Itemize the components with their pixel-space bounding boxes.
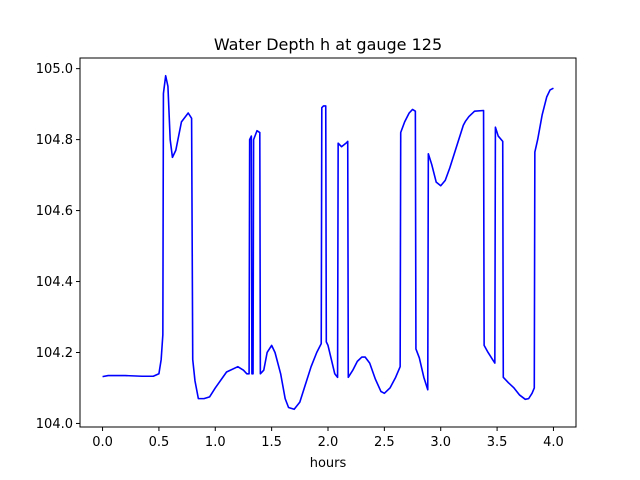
y-axis: 104.0 104.2 104.4 104.6 104.8 105.0 xyxy=(36,62,80,432)
x-tick-label: 0.0 xyxy=(92,435,113,450)
y-tick-label: 104.8 xyxy=(36,133,73,148)
plot-area xyxy=(102,74,554,411)
x-tick-label: 1.5 xyxy=(261,435,282,450)
x-tick-label: 4.0 xyxy=(543,435,564,450)
x-tick-label: 3.0 xyxy=(430,435,451,450)
x-tick-label: 0.5 xyxy=(149,435,170,450)
x-tick-label: 2.0 xyxy=(318,435,339,450)
x-axis-label: hours xyxy=(310,456,347,471)
y-tick-label: 104.4 xyxy=(36,275,73,290)
x-tick-label: 1.0 xyxy=(205,435,226,450)
x-axis: 0.0 0.5 1.0 1.5 2.0 2.5 3.0 3.5 4.0 xyxy=(92,427,564,450)
y-tick-label: 104.6 xyxy=(36,204,73,219)
x-tick-label: 3.5 xyxy=(487,435,508,450)
x-tick-label: 2.5 xyxy=(374,435,395,450)
y-tick-label: 104.2 xyxy=(36,346,73,361)
plot-frame xyxy=(79,57,577,428)
chart-title: Water Depth h at gauge 125 xyxy=(214,35,442,54)
series-line-0 xyxy=(102,74,554,411)
y-tick-label: 104.0 xyxy=(36,417,73,432)
y-tick-label: 105.0 xyxy=(36,62,73,77)
